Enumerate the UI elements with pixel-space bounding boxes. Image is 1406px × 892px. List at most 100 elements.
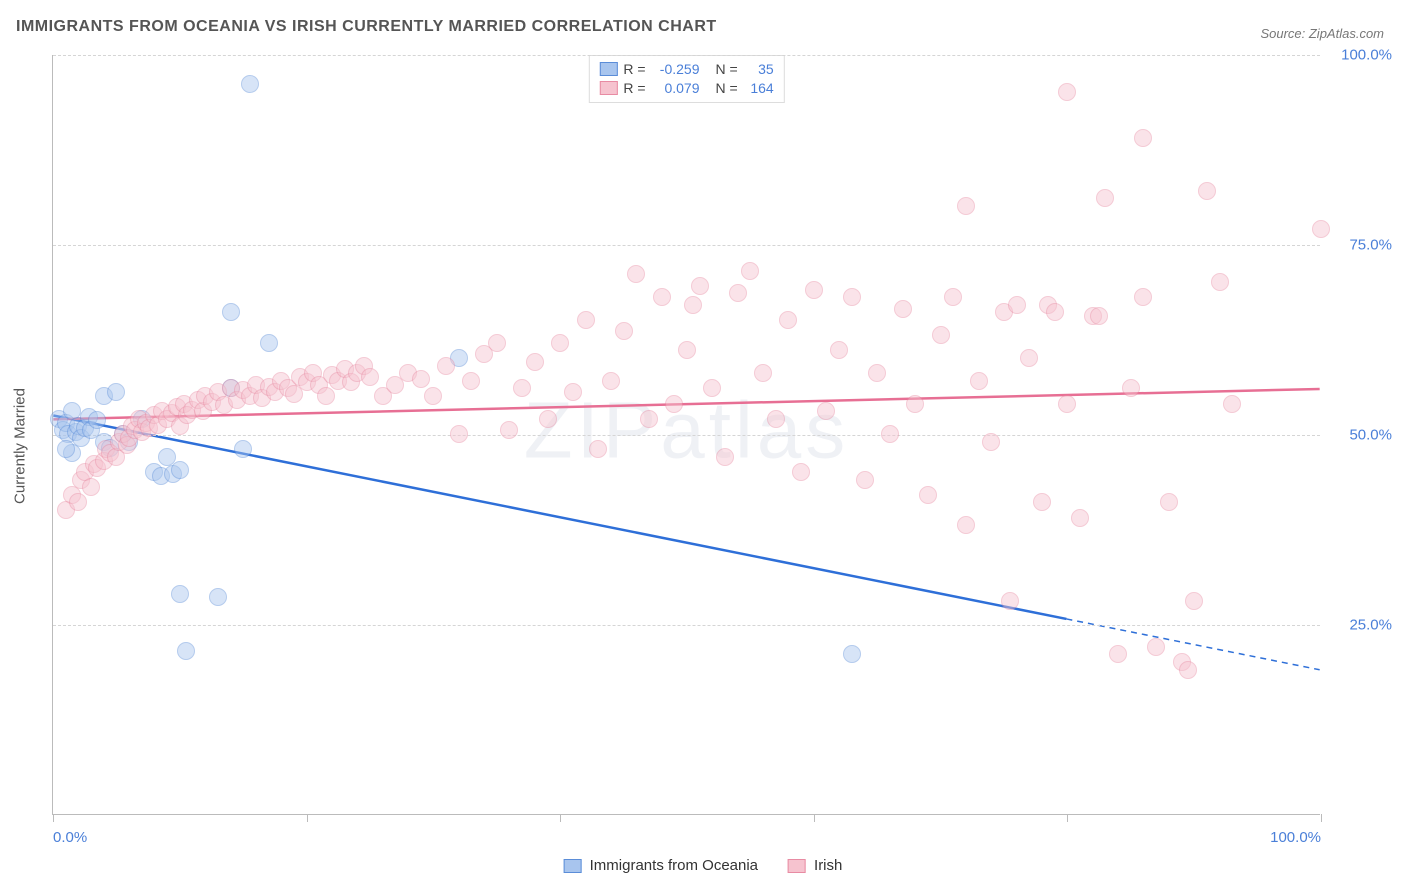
- data-point: [1020, 349, 1038, 367]
- data-point: [564, 383, 582, 401]
- data-point: [69, 493, 87, 511]
- x-tick: [307, 814, 308, 822]
- stats-legend-row: R = -0.259 N = 35: [599, 60, 773, 79]
- chart-title: IMMIGRANTS FROM OCEANIA VS IRISH CURRENT…: [16, 18, 717, 36]
- data-point: [957, 516, 975, 534]
- trend-line: [53, 416, 1066, 619]
- data-point: [1198, 182, 1216, 200]
- scatter-plot: ZIPatlas R =-0.259N =35R =0.079N =164 25…: [52, 55, 1320, 815]
- data-point: [627, 265, 645, 283]
- data-point: [234, 440, 252, 458]
- stat-value-r: 0.079: [652, 79, 700, 98]
- x-tick: [814, 814, 815, 822]
- data-point: [526, 353, 544, 371]
- data-point: [1058, 395, 1076, 413]
- stat-label-n: N =: [716, 60, 738, 79]
- data-point: [881, 425, 899, 443]
- data-point: [805, 281, 823, 299]
- x-tick: [560, 814, 561, 822]
- data-point: [640, 410, 658, 428]
- data-point: [107, 383, 125, 401]
- data-point: [767, 410, 785, 428]
- data-point: [1179, 661, 1197, 679]
- legend-swatch: [599, 81, 617, 95]
- legend-swatch: [788, 859, 806, 873]
- data-point: [1185, 592, 1203, 610]
- series-legend: Immigrants from Oceania Irish: [564, 857, 843, 874]
- y-tick-label: 75.0%: [1332, 237, 1392, 254]
- data-point: [868, 364, 886, 382]
- data-point: [830, 341, 848, 359]
- data-point: [741, 262, 759, 280]
- grid-line: [53, 245, 1320, 246]
- data-point: [171, 585, 189, 603]
- data-point: [1109, 645, 1127, 663]
- data-point: [779, 311, 797, 329]
- data-point: [171, 461, 189, 479]
- y-tick-label: 25.0%: [1332, 617, 1392, 634]
- x-tick-label: 100.0%: [1270, 829, 1321, 846]
- stat-value-n: 35: [744, 60, 774, 79]
- data-point: [450, 425, 468, 443]
- data-point: [970, 372, 988, 390]
- data-point: [488, 334, 506, 352]
- grid-line: [53, 625, 1320, 626]
- data-point: [539, 410, 557, 428]
- data-point: [1058, 83, 1076, 101]
- y-tick-label: 100.0%: [1332, 47, 1392, 64]
- data-point: [957, 197, 975, 215]
- data-point: [1033, 493, 1051, 511]
- data-point: [222, 303, 240, 321]
- data-point: [856, 471, 874, 489]
- data-point: [919, 486, 937, 504]
- stats-legend: R = -0.259 N = 35R = 0.079 N = 164: [588, 55, 784, 103]
- data-point: [437, 357, 455, 375]
- grid-line: [53, 55, 1320, 56]
- data-point: [1096, 189, 1114, 207]
- legend-swatch: [564, 859, 582, 873]
- data-point: [684, 296, 702, 314]
- y-axis-label: Currently Married: [12, 388, 29, 504]
- data-point: [691, 277, 709, 295]
- legend-item: Immigrants from Oceania: [564, 857, 758, 874]
- stat-value-n: 164: [744, 79, 774, 98]
- data-point: [944, 288, 962, 306]
- x-tick: [1321, 814, 1322, 822]
- data-point: [703, 379, 721, 397]
- data-point: [932, 326, 950, 344]
- data-point: [88, 411, 106, 429]
- data-point: [589, 440, 607, 458]
- data-point: [615, 322, 633, 340]
- data-point: [1160, 493, 1178, 511]
- data-point: [260, 334, 278, 352]
- source-attribution: Source: ZipAtlas.com: [1260, 26, 1384, 41]
- data-point: [792, 463, 810, 481]
- legend-swatch: [599, 62, 617, 76]
- data-point: [177, 642, 195, 660]
- data-point: [678, 341, 696, 359]
- stat-label-r: R =: [623, 60, 645, 79]
- data-point: [817, 402, 835, 420]
- stats-legend-row: R =0.079N =164: [599, 79, 773, 98]
- data-point: [513, 379, 531, 397]
- data-point: [894, 300, 912, 318]
- x-tick: [1067, 814, 1068, 822]
- stat-label-n: N =: [716, 79, 738, 98]
- data-point: [1147, 638, 1165, 656]
- stat-value-r: -0.259: [652, 60, 700, 79]
- data-point: [209, 588, 227, 606]
- data-point: [551, 334, 569, 352]
- data-point: [1090, 307, 1108, 325]
- data-point: [57, 440, 75, 458]
- data-point: [82, 478, 100, 496]
- data-point: [1071, 509, 1089, 527]
- data-point: [716, 448, 734, 466]
- data-point: [412, 370, 430, 388]
- legend-label: Irish: [814, 857, 842, 874]
- data-point: [500, 421, 518, 439]
- data-point: [729, 284, 747, 302]
- data-point: [653, 288, 671, 306]
- data-point: [1211, 273, 1229, 291]
- data-point: [1008, 296, 1026, 314]
- data-point: [665, 395, 683, 413]
